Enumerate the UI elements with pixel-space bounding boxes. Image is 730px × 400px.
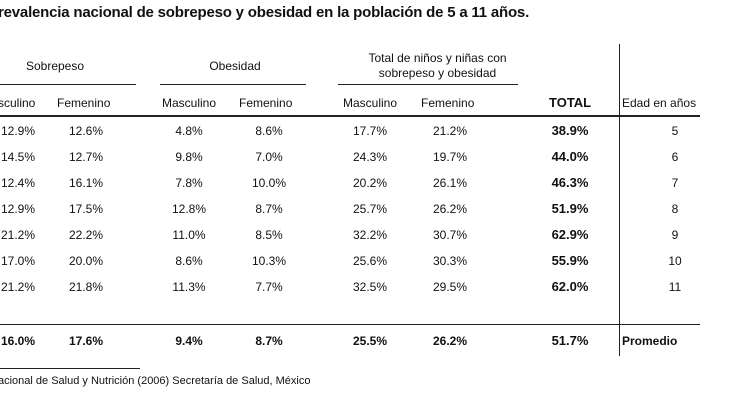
cell-sobrepeso-femenino: 17.5% <box>68 202 104 216</box>
cell-obesidad-masculino: 9.8% <box>175 150 203 164</box>
col-header-sobrepeso-femenino: Femenino <box>57 96 111 110</box>
cell-total-masculino: 25.6% <box>352 254 388 268</box>
group-underline-total <box>338 84 518 85</box>
table-title: revalencia nacional de sobrepeso y obesi… <box>0 4 530 21</box>
table-row: 14.5% 12.7% 9.8% 7.0% 24.3% 19.7% 44.0% 6 <box>0 144 730 170</box>
cell-obesidad-masculino: 4.8% <box>175 124 203 138</box>
cell-sobrepeso-masculino: 12.4% <box>0 176 36 190</box>
table-row: 12.9% 17.5% 12.8% 8.7% 25.7% 26.2% 51.9% 8 <box>0 196 730 222</box>
cell-obesidad-femenino: 10.0% <box>251 176 287 190</box>
table-row: 17.0% 20.0% 8.6% 10.3% 25.6% 30.3% 55.9% 10 <box>0 248 730 274</box>
group-underline-obesidad <box>160 84 306 85</box>
cell-sobrepeso-femenino: 22.2% <box>68 228 104 242</box>
cell-total-masculino: 20.2% <box>352 176 388 190</box>
promedio-rule <box>0 324 700 325</box>
cell-total: 46.3% <box>551 175 589 190</box>
group-header-obesidad: Obesidad <box>209 59 261 73</box>
cell-sobrepeso-femenino: 12.7% <box>68 150 104 164</box>
cell-total: 51.7% <box>551 333 589 348</box>
cell-total-femenino: 26.2% <box>432 202 468 216</box>
source-footnote: acional de Salud y Nutrición (2006) Secr… <box>0 375 311 387</box>
cell-total-masculino: 17.7% <box>352 124 388 138</box>
cell-obesidad-masculino: 7.8% <box>175 176 203 190</box>
cell-total-masculino: 32.5% <box>352 280 388 294</box>
cell-edad: 9 <box>671 228 679 242</box>
cell-edad: 5 <box>671 124 679 138</box>
cell-edad: Promedio <box>622 334 678 348</box>
cell-total-femenino: 21.2% <box>432 124 468 138</box>
cell-sobrepeso-masculino: 21.2% <box>0 228 36 242</box>
cell-obesidad-femenino: 7.7% <box>255 280 283 294</box>
cell-total-femenino: 30.3% <box>432 254 468 268</box>
cell-obesidad-femenino: 10.3% <box>251 254 287 268</box>
cell-total-masculino: 24.3% <box>352 150 388 164</box>
cell-total-masculino: 32.2% <box>352 228 388 242</box>
cell-sobrepeso-femenino: 21.8% <box>68 280 104 294</box>
cell-edad: 8 <box>671 202 679 216</box>
cell-obesidad-masculino: 12.8% <box>171 202 207 216</box>
cell-total-femenino: 26.1% <box>432 176 468 190</box>
cell-total: 55.9% <box>551 253 589 268</box>
cell-sobrepeso-femenino: 12.6% <box>68 124 104 138</box>
table-row: 21.2% 21.8% 11.3% 7.7% 32.5% 29.5% 62.0% 11 <box>0 274 730 300</box>
cell-total-masculino: 25.5% <box>352 334 388 348</box>
cell-sobrepeso-femenino: 17.6% <box>68 334 104 348</box>
col-header-sobrepeso-masculino: sculino <box>0 96 36 110</box>
col-header-obesidad-masculino: Masculino <box>162 96 217 110</box>
cell-obesidad-masculino: 9.4% <box>175 334 203 348</box>
cell-obesidad-masculino: 11.0% <box>172 228 206 242</box>
cell-obesidad-femenino: 8.7% <box>255 202 283 216</box>
group-header-total-line2: sobrepeso y obesidad <box>378 66 497 80</box>
cell-total-femenino: 30.7% <box>432 228 468 242</box>
cell-total: 62.9% <box>551 227 589 242</box>
cell-sobrepeso-masculino: 16.0% <box>0 334 36 348</box>
cell-sobrepeso-masculino: 12.9% <box>0 202 36 216</box>
col-header-obesidad-femenino: Femenino <box>239 96 293 110</box>
cell-sobrepeso-masculino: 17.0% <box>0 254 36 268</box>
cell-edad: 11 <box>668 280 682 294</box>
group-header-sobrepeso: Sobrepeso <box>25 59 85 73</box>
cell-total-femenino: 26.2% <box>432 334 468 348</box>
cell-total: 44.0% <box>551 149 589 164</box>
cell-total: 51.9% <box>551 201 589 216</box>
cell-total: 38.9% <box>551 123 589 138</box>
cell-sobrepeso-masculino: 14.5% <box>0 150 36 164</box>
cell-obesidad-femenino: 8.5% <box>255 228 283 242</box>
cell-total-masculino: 25.7% <box>352 202 388 216</box>
edad-column-divider <box>619 44 620 356</box>
promedio-row: 16.0% 17.6% 9.4% 8.7% 25.5% 26.2% 51.7% Promedi… <box>0 328 730 354</box>
cell-sobrepeso-femenino: 16.1% <box>68 176 104 190</box>
table-row: 12.9% 12.6% 4.8% 8.6% 17.7% 21.2% 38.9% 5 <box>0 118 730 144</box>
cell-total-femenino: 29.5% <box>432 280 468 294</box>
table-row: 21.2% 22.2% 11.0% 8.5% 32.2% 30.7% 62.9% 9 <box>0 222 730 248</box>
cell-obesidad-masculino: 8.6% <box>175 254 203 268</box>
col-header-total: TOTAL <box>549 95 592 110</box>
header-rule <box>0 115 700 117</box>
table-row: 12.4% 16.1% 7.8% 10.0% 20.2% 26.1% 46.3% 7 <box>0 170 730 196</box>
cell-total-femenino: 19.7% <box>432 150 468 164</box>
col-header-total-femenino: Femenino <box>421 96 475 110</box>
cell-sobrepeso-femenino: 20.0% <box>68 254 104 268</box>
footnote-rule <box>0 368 140 369</box>
group-header-total-ninos: Total de niños y niñas con sobrepeso y o… <box>335 51 540 81</box>
cell-obesidad-femenino: 8.7% <box>255 334 283 348</box>
cell-obesidad-femenino: 8.6% <box>255 124 283 138</box>
cell-sobrepeso-masculino: 21.2% <box>0 280 36 294</box>
cell-edad: 7 <box>671 176 679 190</box>
group-header-total-line1: Total de niños y niñas con <box>368 51 507 65</box>
col-header-edad: Edad en años <box>622 96 697 110</box>
col-header-total-masculino: Masculino <box>343 96 398 110</box>
cell-obesidad-femenino: 7.0% <box>255 150 283 164</box>
group-underline-sobrepeso <box>0 84 136 85</box>
cell-sobrepeso-masculino: 12.9% <box>0 124 36 138</box>
cell-total: 62.0% <box>551 279 589 294</box>
cell-obesidad-masculino: 11.3% <box>172 280 206 294</box>
cell-edad: 10 <box>668 254 682 268</box>
cell-edad: 6 <box>671 150 679 164</box>
